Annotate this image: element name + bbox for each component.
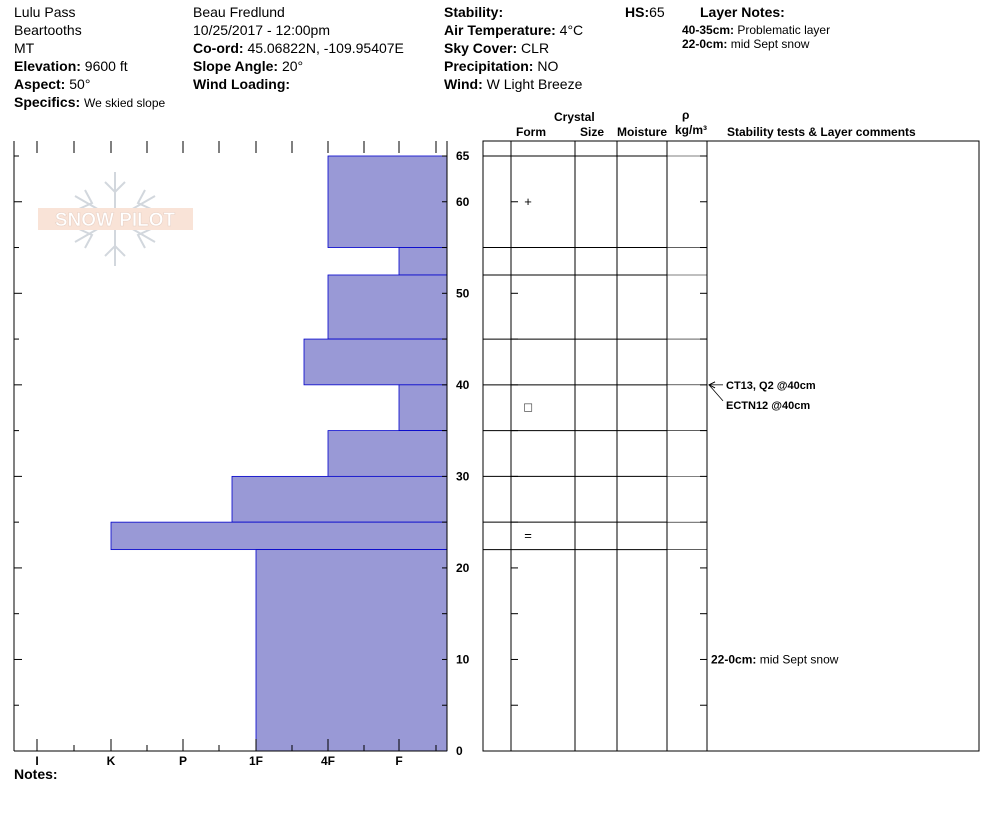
hardness-bar (255, 549, 448, 752)
elevation-label: Elevation: (14, 58, 81, 74)
rho-header: ρ (682, 108, 690, 122)
specifics-row: Specifics: We skied slope (14, 94, 165, 110)
layer-table-frame (482, 140, 980, 752)
layer-table: + □ = CT13, Q2 @40cm ECTN12 @40cm 22-0cm: mid… (482, 140, 980, 752)
mountain-range: Beartooths (14, 22, 82, 38)
depth-label: 20 (456, 561, 470, 575)
air-temp-row: Air Temperature: 4°C (444, 22, 583, 38)
stability-test-text: CT13, Q2 @40cm (726, 380, 816, 392)
hardness-bar (327, 155, 448, 248)
hs-label: HS: (625, 4, 650, 20)
hardness-label: 1F (249, 754, 263, 768)
depth-label: 10 (456, 652, 470, 666)
layer-comment: 22-0cm: mid Sept snow (711, 652, 839, 666)
snowpilot-logo: SNOW PILOT (38, 172, 193, 266)
density-unit-header: kg/m³ (675, 123, 708, 137)
wind-loading-label: Wind Loading: (193, 76, 291, 92)
layer-note-1: 40-35cm: Problematic layer (682, 23, 830, 37)
logo-text: SNOW PILOT (55, 210, 176, 231)
hardness-label: K (107, 754, 116, 768)
depth-label: 50 (456, 286, 470, 300)
layer-note-label: 22-0cm: (682, 37, 728, 51)
layer-notes-title: Layer Notes: (700, 4, 785, 20)
hs-row: HS:65 (625, 4, 665, 20)
moisture-header: Moisture (617, 125, 668, 139)
specifics-label: Specifics: (14, 94, 81, 110)
layer-note-2: 22-0cm: mid Sept snow (682, 37, 809, 51)
hardness-bar (231, 475, 448, 523)
specifics-value: We skied slope (84, 96, 166, 110)
depth-label: 60 (456, 195, 470, 209)
sky-value: CLR (521, 40, 550, 56)
layer-note-text: Problematic layer (737, 23, 831, 37)
coord-value: 45.06822N, -109.95407E (247, 40, 404, 56)
observer-name: Beau Fredlund (193, 4, 285, 20)
hardness-bar (398, 247, 448, 276)
stability-leader (708, 384, 724, 402)
location-name: Lulu Pass (14, 4, 76, 20)
depth-label: 0 (456, 744, 463, 758)
air-temp-value: 4°C (559, 22, 584, 38)
elevation-value: 9600 ft (84, 58, 128, 74)
hardness-bar (303, 338, 448, 386)
precip-row: Precipitation: NO (444, 58, 558, 74)
sky-label: Sky Cover: (444, 40, 518, 56)
elevation-row: Elevation: 9600 ft (14, 58, 128, 74)
form-header: Form (516, 125, 546, 139)
size-header: Size (580, 125, 605, 139)
stability-arrow (708, 381, 716, 389)
stability-comments-header: Stability tests & Layer comments (727, 125, 916, 139)
aspect-row: Aspect: 50° (14, 76, 90, 92)
precip-value: NO (537, 58, 559, 74)
hardness-label: 4F (321, 754, 335, 768)
hardness-bar (398, 384, 448, 432)
slope-value: 20° (281, 58, 304, 74)
notes-label: Notes: (14, 766, 58, 782)
stability-row: Stability: (444, 4, 503, 20)
crystal-form-symbol: + (524, 194, 532, 209)
stability-test-text: ECTN12 @40cm (726, 400, 810, 412)
wind-loading-row: Wind Loading: (193, 76, 290, 92)
coord-label: Co-ord: (193, 40, 244, 56)
hardness-bar (327, 430, 448, 477)
wind-label: Wind: (444, 76, 483, 92)
hardness-bar (327, 274, 448, 340)
layer-note-text: mid Sept snow (730, 37, 810, 51)
hardness-label: F (395, 754, 402, 768)
coord-row: Co-ord: 45.06822N, -109.95407E (193, 40, 404, 56)
aspect-label: Aspect: (14, 76, 66, 92)
wind-row: Wind: W Light Breeze (444, 76, 582, 92)
hs-value: 65 (649, 4, 665, 20)
hardness-label: I (35, 754, 38, 768)
stability-label: Stability: (444, 4, 504, 20)
hardness-profile: I K P 1F 4F F 0 10 20 30 40 50 60 65 (13, 141, 470, 768)
crystal-form-symbol: = (524, 528, 532, 543)
wind-value: W Light Breeze (486, 76, 583, 92)
crystal-form-symbol: □ (524, 400, 532, 415)
state: MT (14, 40, 35, 56)
slope-row: Slope Angle: 20° (193, 58, 303, 74)
sky-row: Sky Cover: CLR (444, 40, 549, 56)
air-temp-label: Air Temperature: (444, 22, 556, 38)
hardness-label: P (179, 754, 187, 768)
logo-band (38, 208, 193, 230)
hardness-bar (110, 521, 448, 551)
slope-label: Slope Angle: (193, 58, 279, 74)
depth-label: 30 (456, 469, 470, 483)
observation-datetime: 10/25/2017 - 12:00pm (193, 22, 330, 38)
depth-label: 40 (456, 378, 470, 392)
snowflake-icon (74, 172, 156, 266)
layer-note-label: 40-35cm: (682, 23, 735, 37)
depth-label: 65 (456, 149, 470, 163)
precip-label: Precipitation: (444, 58, 534, 74)
crystal-header: Crystal (554, 110, 595, 124)
aspect-value: 50° (69, 76, 91, 92)
